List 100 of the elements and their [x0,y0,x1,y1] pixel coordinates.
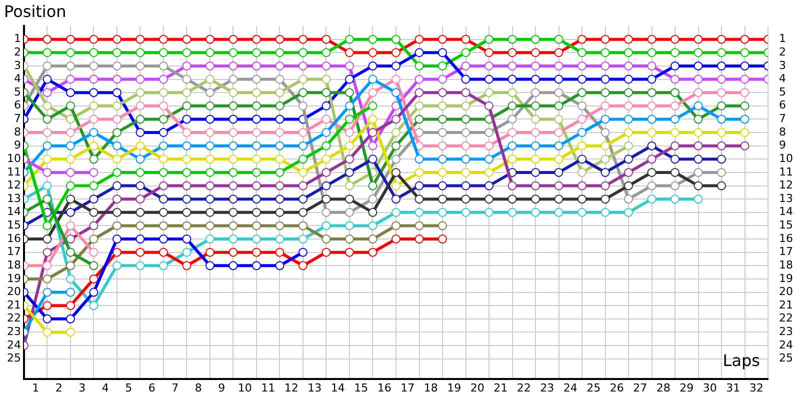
y2-tick-label: 21 [779,298,794,312]
point [228,61,238,70]
point [228,101,238,110]
x-tick-label: 19 [447,381,462,394]
point [624,114,633,124]
point [414,234,424,244]
y2-tick-label: 3 [779,58,786,72]
point [647,128,656,138]
point [136,194,145,204]
point [182,88,192,98]
point [461,34,470,44]
point [484,181,494,190]
point [368,114,378,124]
point [182,128,192,138]
point [298,234,308,244]
x-tick-label: 26 [610,381,624,394]
point [228,181,238,190]
point [42,301,52,310]
x-tick-label: 3 [78,381,86,394]
point [531,194,540,204]
point [252,61,261,70]
point [112,48,122,58]
point [345,48,354,58]
point [531,88,540,98]
point [66,141,75,150]
point [206,101,214,110]
point [345,128,354,138]
point [206,208,214,217]
point [508,114,517,124]
x-tick-label: 31 [726,381,740,394]
y2-tick-label: 1 [779,32,786,46]
point [252,208,261,217]
point [275,114,284,124]
point [42,154,52,164]
point [647,141,656,150]
point [206,261,214,270]
point [600,74,610,84]
x-axis-title: Laps [722,351,760,370]
point [66,288,75,297]
point [322,248,331,257]
point [717,128,726,138]
point [206,141,214,150]
point [89,168,98,177]
point [228,88,238,98]
point [578,141,586,150]
y2-tick-label: 8 [779,125,786,138]
point [112,128,122,138]
x-tick-label: 29 [680,381,694,394]
point [136,101,145,110]
point [392,88,400,98]
point [392,141,400,150]
x-tick-label: 21 [494,381,508,394]
y-tick-label: 19 [6,272,21,285]
point [717,168,726,177]
point [508,74,517,84]
point [740,101,750,110]
y2-tick-label: 9 [779,138,786,152]
point [298,88,308,98]
point [66,101,75,110]
x-tick-label: 15 [354,381,368,394]
point [136,248,145,257]
y-tick-label: 20 [6,285,21,298]
point [182,248,192,257]
x-tick-label: 12 [284,381,298,394]
point [438,208,447,217]
point [275,74,284,84]
x-tick-label: 18 [424,381,438,394]
point [484,48,494,58]
point [89,261,98,270]
point [694,168,703,177]
point [531,48,540,58]
point [345,114,354,124]
point [159,221,168,230]
point [508,154,517,164]
point [554,101,564,110]
point [322,154,331,164]
point [298,128,308,138]
y-tick-label: 11 [6,165,21,178]
point [112,168,122,177]
point [600,181,610,190]
point [740,128,750,138]
point [461,101,470,110]
point [206,128,214,138]
point [66,74,75,84]
point [298,181,308,190]
point [392,114,400,124]
point [647,74,656,84]
point [112,194,122,204]
point [438,154,447,164]
point [740,61,750,70]
point [112,141,122,150]
point [275,48,284,58]
x-tick-label: 17 [400,381,415,394]
point [42,114,52,124]
point [508,48,517,58]
point [554,61,564,70]
point [484,88,494,98]
point [694,34,703,44]
point [345,168,354,177]
point [42,61,52,70]
